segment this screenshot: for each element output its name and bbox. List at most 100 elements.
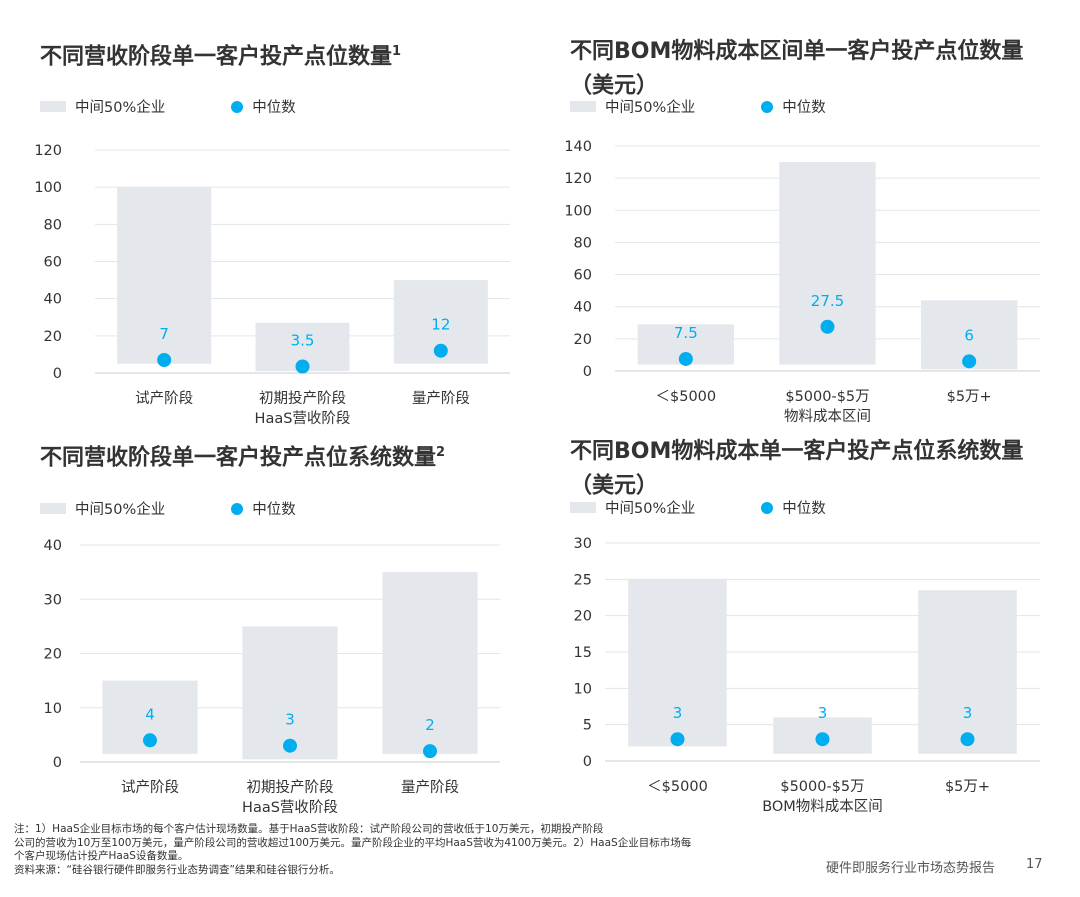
median-dot <box>157 352 172 367</box>
legend-median-swatch <box>231 502 244 515</box>
legend-range-label: 中间50%企业 <box>605 501 696 517</box>
median-label: 6 <box>964 326 974 344</box>
y-tick-label: 15 <box>574 645 592 661</box>
y-tick-label: 100 <box>34 180 62 196</box>
y-tick-label: 25 <box>574 572 592 588</box>
y-tick-label: 80 <box>44 217 62 233</box>
legend-range-label: 中间50%企业 <box>605 100 696 116</box>
chart-panel-revenue-sites: 不同营收阶段单一客户投产点位数量1 中间50%企业 中位数 0 20 40 60 80 1… <box>34 37 540 437</box>
panel-title: 不同BOM物料成本区间单一客户投产点位数量（美元） <box>570 39 1024 99</box>
footnote-line: 注：1）HaaS企业目标市场的每个客户估计现场数量。基于HaaS营收阶段：试产阶… <box>14 823 604 835</box>
range-median-chart: 0 20 40 60 80 100 120 140 7.5 ＜$5000 27.5 $5000-$5万… <box>564 139 1040 425</box>
y-tick-label: 140 <box>564 139 592 155</box>
median-label: 12 <box>431 316 450 334</box>
median-dot <box>820 319 835 334</box>
y-tick-label: 120 <box>564 171 592 187</box>
median-label: 7.5 <box>674 324 698 342</box>
median-dot <box>295 359 310 374</box>
legend-median-label: 中位数 <box>252 100 296 116</box>
y-tick-label: 20 <box>44 647 62 663</box>
median-dot <box>283 738 297 753</box>
y-tick-label: 20 <box>44 329 62 345</box>
report-name: 硬件即服务行业市场态势报告 <box>826 861 996 876</box>
footnote-line: 个客户现场估计投产HaaS设备数量。 <box>14 850 189 862</box>
y-tick-label: 40 <box>574 300 592 316</box>
median-label: 3 <box>963 704 973 722</box>
range-median-chart: 0 20 40 60 80 100 120 7 试产阶段 3.5 初期投产阶段 HaaS营收阶段 12 量… <box>34 143 510 427</box>
chart-panel-bom-sites: 不同BOM物料成本区间单一客户投产点位数量（美元） 中间50%企业 中位数 0 2… <box>564 37 1070 437</box>
panel-title: 不同BOM物料成本单一客户投产点位系统数量（美元） <box>570 439 1024 499</box>
median-dot <box>960 732 975 747</box>
x-category-sublabel: HaaS营收阶段 <box>255 410 351 427</box>
footnote: 注：1）HaaS企业目标市场的每个客户估计现场数量。基于HaaS营收阶段：试产阶… <box>14 823 814 877</box>
x-category-sublabel: HaaS营收阶段 <box>242 799 338 816</box>
legend-range-label: 中间50%企业 <box>75 502 166 518</box>
x-category-label: 量产阶段 <box>412 390 470 407</box>
legend-median-swatch <box>761 501 774 514</box>
range-bar <box>242 626 338 760</box>
legend-range-swatch <box>570 502 596 513</box>
median-label: 2 <box>425 716 435 734</box>
y-tick-label: 30 <box>574 536 592 552</box>
range-bar <box>779 162 876 365</box>
x-category-label: $5万+ <box>945 779 990 795</box>
median-label: 4 <box>145 705 155 723</box>
legend: 中间50%企业 中位数 <box>40 498 296 519</box>
x-category-label: 试产阶段 <box>135 390 193 407</box>
legend-range-swatch <box>570 101 596 112</box>
median-dot <box>423 744 437 759</box>
range-median-chart: 0 10 20 30 40 4 试产阶段 3 初期投产阶段 HaaS营收阶段 2 量产阶段 <box>44 538 500 816</box>
x-category-label: 量产阶段 <box>401 779 459 796</box>
median-dot <box>815 732 830 747</box>
y-tick-label: 40 <box>44 292 62 308</box>
range-bar <box>918 590 1017 754</box>
median-label: 7 <box>159 325 169 343</box>
median-dot <box>962 354 977 369</box>
legend-median-label: 中位数 <box>782 100 826 116</box>
x-category-label: $5000-$5万 <box>785 389 869 405</box>
legend-range-swatch <box>40 101 66 112</box>
x-category-label: 初期投产阶段 <box>259 390 346 407</box>
x-category-label: $5万+ <box>947 389 992 405</box>
range-bar <box>628 579 727 747</box>
chart-panel-bom-systems: 不同BOM物料成本单一客户投产点位系统数量（美元） 中间50%企业 中位数 0 5… <box>570 437 1070 837</box>
y-tick-label: 30 <box>44 592 62 608</box>
x-category-label: ＜$5000 <box>656 389 717 405</box>
panel-title: 不同营收阶段单一客户投产点位系统数量2 <box>40 445 446 471</box>
legend-range-swatch <box>40 503 66 514</box>
legend-range-label: 中间50%企业 <box>75 100 166 116</box>
y-tick-label: 20 <box>574 609 592 625</box>
x-category-label: $5000-$5万 <box>780 779 864 795</box>
x-category-label: 初期投产阶段 <box>247 779 334 796</box>
median-dot <box>433 343 448 358</box>
y-tick-label: 60 <box>44 255 62 271</box>
x-category-sublabel: BOM物料成本区间 <box>762 798 883 815</box>
legend: 中间50%企业 中位数 <box>570 96 826 117</box>
y-tick-label: 120 <box>34 143 62 159</box>
x-category-label: 试产阶段 <box>121 779 179 796</box>
median-dot <box>678 351 693 366</box>
y-tick-label: 10 <box>44 701 62 717</box>
y-tick-label: 20 <box>574 332 592 348</box>
range-bar <box>117 187 212 364</box>
y-tick-label: 40 <box>44 538 62 554</box>
median-label: 3 <box>673 704 683 722</box>
y-tick-label: 80 <box>574 235 592 251</box>
median-dot <box>670 732 685 747</box>
y-tick-label: 0 <box>53 366 62 382</box>
x-category-label: ＜$5000 <box>647 779 708 795</box>
footnote-source: 资料来源：“硅谷银行硬件即服务行业态势调查”结果和硅谷银行分析。 <box>14 863 340 876</box>
legend-median-swatch <box>761 100 774 113</box>
range-median-chart: 0 5 10 15 20 25 30 3 ＜$5000 3 $5000-$5万 BOM物料成本区间 3 $… <box>574 536 1040 815</box>
y-tick-label: 0 <box>583 364 592 380</box>
chart-panel-revenue-systems: 不同营收阶段单一客户投产点位系统数量2 中间50%企业 中位数 0 10 20 30 4… <box>40 438 540 838</box>
y-tick-label: 0 <box>53 755 62 771</box>
median-label: 27.5 <box>811 292 844 310</box>
median-label: 3 <box>818 704 828 722</box>
y-tick-label: 60 <box>574 268 592 284</box>
footnote-line: 公司的营收为10万至100万美元，量产阶段公司的营收超过100万美元。量产阶段企… <box>14 836 692 849</box>
legend: 中间50%企业 中位数 <box>40 96 296 117</box>
y-tick-label: 10 <box>574 681 592 697</box>
x-category-sublabel: 物料成本区间 <box>784 408 871 425</box>
legend-median-swatch <box>231 100 244 113</box>
